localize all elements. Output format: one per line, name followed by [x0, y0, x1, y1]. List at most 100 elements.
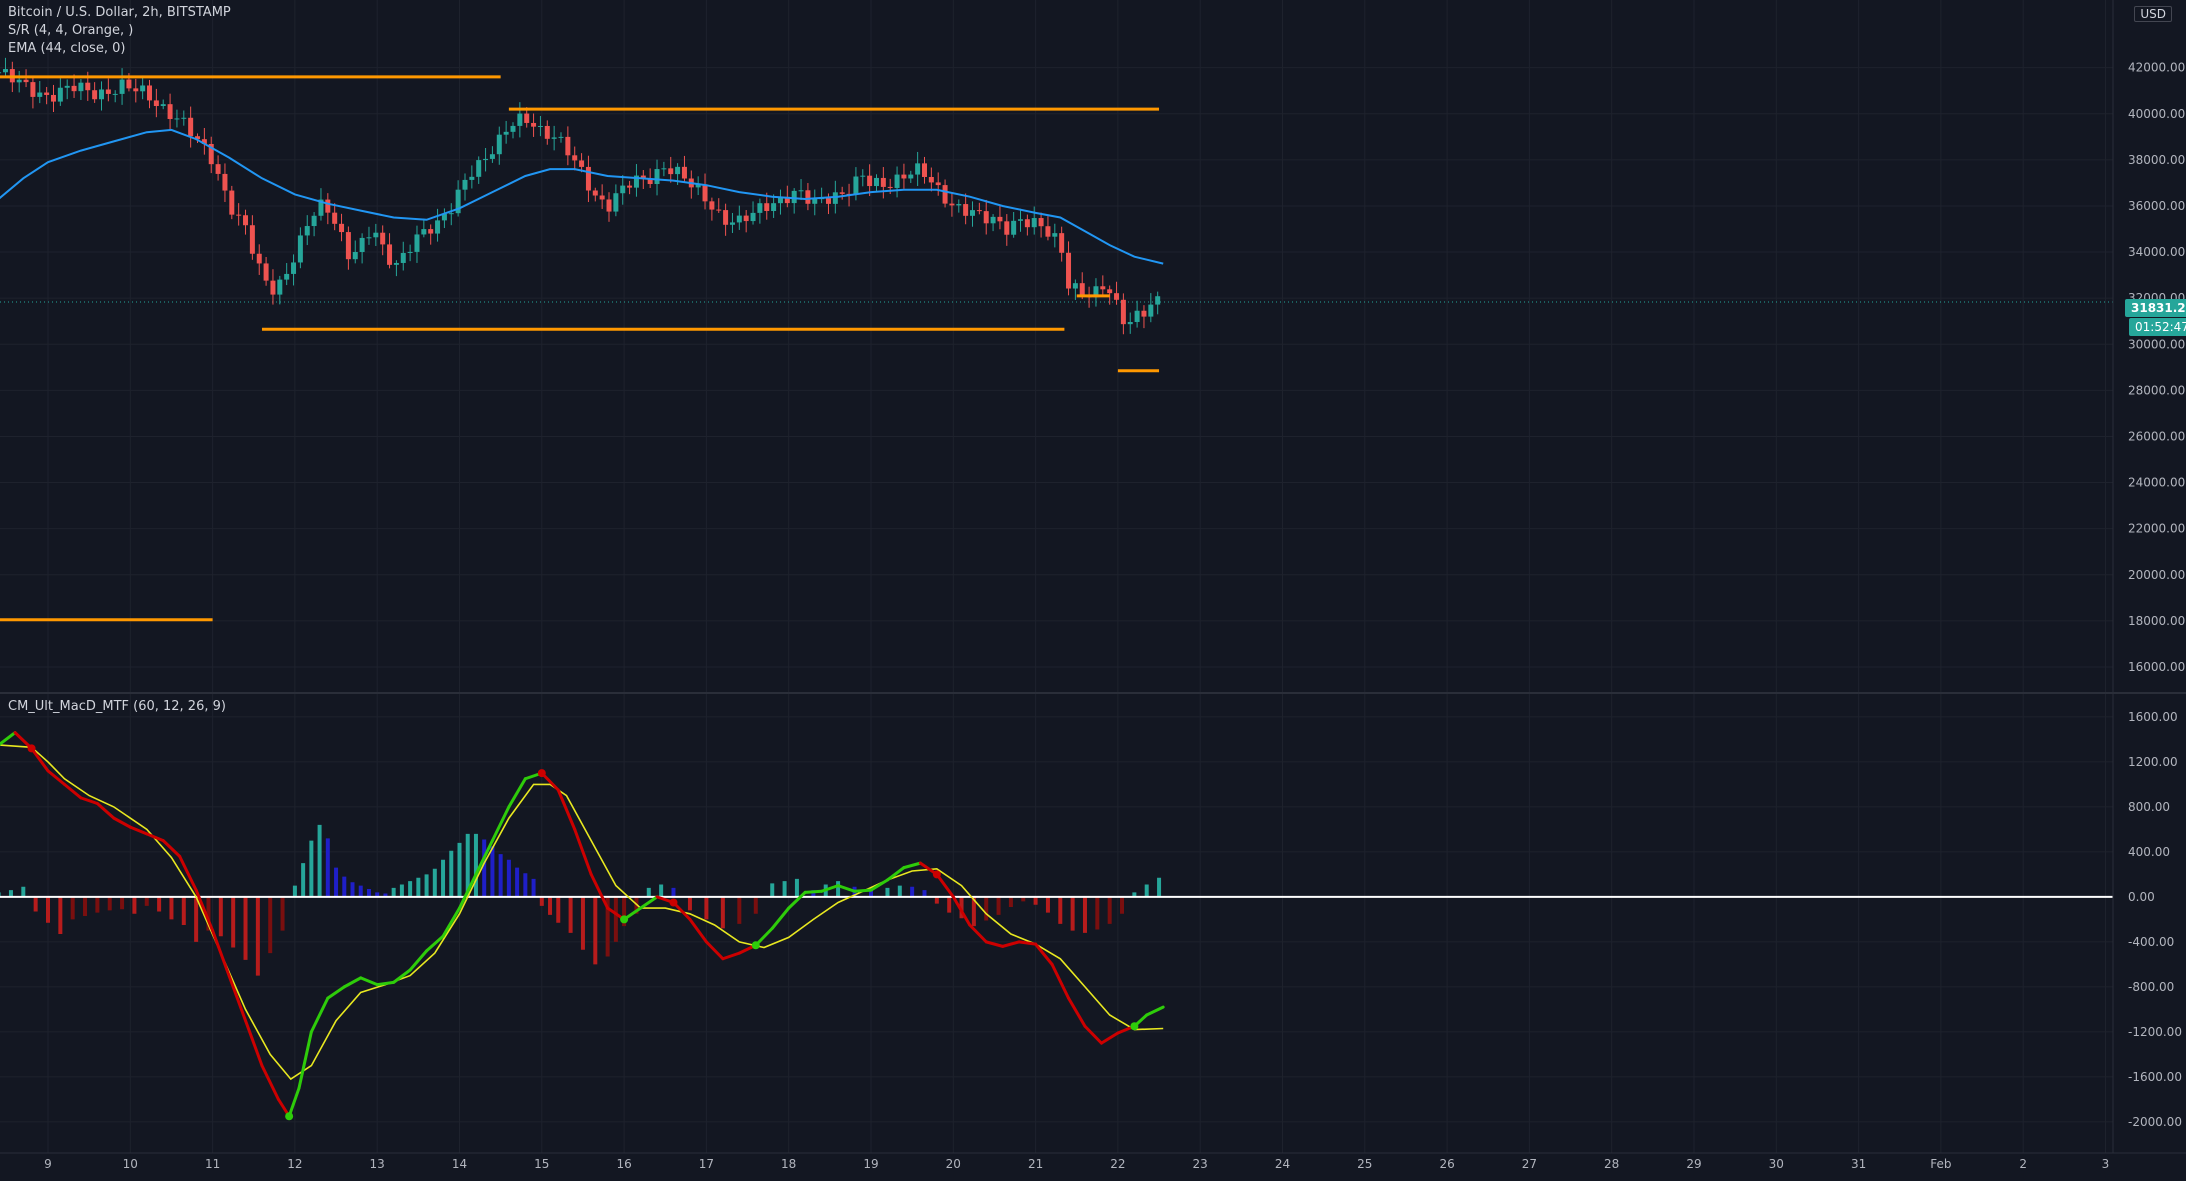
histogram-bar — [1021, 896, 1026, 902]
candle-body — [448, 213, 454, 215]
histogram-bar — [157, 896, 162, 912]
sr-indicator-label[interactable]: S/R (4, 4, Orange, ) — [8, 23, 134, 38]
macd-line-segment — [441, 906, 461, 938]
candle-body — [414, 234, 420, 252]
histogram-bar — [169, 896, 174, 920]
histogram-bar — [482, 839, 487, 897]
candle-body — [963, 204, 969, 216]
macd-pane — [0, 731, 2113, 1121]
legend-macd: CM_Ult_MacD_MTF (60, 12, 26, 9) — [8, 698, 226, 716]
candle-body — [208, 143, 214, 165]
x-tick-label: 18 — [781, 1157, 796, 1171]
cross-marker — [620, 915, 629, 924]
macd-line-segment — [704, 940, 725, 961]
currency-label[interactable]: USD — [2134, 6, 2172, 22]
histogram-bar — [280, 896, 285, 931]
histogram-bar — [770, 883, 775, 897]
candle-body — [1127, 321, 1133, 325]
price-tick-label: 26000.00 — [2128, 429, 2185, 443]
macd-line-segment — [869, 878, 889, 892]
candle-body — [1072, 283, 1078, 289]
candle-body — [1134, 310, 1140, 322]
candle-body — [263, 263, 269, 281]
histogram-bar — [58, 896, 63, 934]
candle-body — [983, 211, 989, 224]
x-tick-label: 14 — [452, 1157, 467, 1171]
legend-main: Bitcoin / U.S. Dollar, 2h, BITSTAMP S/R … — [8, 4, 231, 58]
histogram-bar — [8, 890, 13, 897]
candle-body — [1079, 283, 1085, 295]
candle-body — [0, 72, 2, 74]
macd-indicator-label[interactable]: CM_Ult_MacD_MTF (60, 12, 26, 9) — [8, 699, 226, 714]
x-tick-label: 9 — [44, 1157, 52, 1171]
macd-line-segment — [145, 832, 165, 843]
macd-line-segment — [79, 796, 99, 805]
candle-body — [291, 262, 297, 274]
histogram-bar — [1157, 877, 1162, 897]
candle-body — [771, 203, 777, 212]
candle-body — [1024, 219, 1030, 228]
histogram-bar — [869, 890, 873, 897]
candle-body — [236, 214, 242, 216]
histogram-bar — [836, 881, 841, 897]
price-tick-label: 22000.00 — [2128, 522, 2185, 536]
candle-body — [98, 89, 104, 100]
candle-body — [140, 85, 146, 92]
histogram-bar — [206, 896, 211, 931]
macd-line-segment — [309, 996, 330, 1034]
candle-body — [373, 232, 379, 238]
candle-body — [435, 220, 441, 234]
x-tick-label: 17 — [699, 1157, 714, 1171]
x-tick-label: 10 — [123, 1157, 138, 1171]
histogram-bar — [432, 868, 437, 897]
price-tick-label: 16000.00 — [2128, 660, 2185, 674]
candle-body — [387, 244, 393, 265]
macd-line-segment — [820, 884, 840, 893]
histogram-bar — [457, 842, 462, 897]
macd-line-segment — [556, 788, 577, 831]
histogram-bar — [144, 896, 149, 906]
candle-body — [119, 79, 125, 94]
candle-body — [908, 174, 914, 179]
histogram-bar — [358, 885, 363, 897]
macd-line-segment — [721, 951, 741, 961]
histogram-bar — [350, 882, 355, 897]
macd-line-segment — [639, 895, 659, 910]
price-tick-label: 30000.00 — [2128, 337, 2185, 351]
macd-line-segment — [458, 872, 478, 910]
macd-tick-label: -400.00 — [2128, 935, 2174, 949]
candle-body — [681, 166, 687, 179]
histogram-bar — [255, 896, 260, 976]
macd-line-segment — [770, 906, 791, 930]
candle-body — [544, 125, 550, 139]
macd-line-segment — [507, 777, 527, 809]
macd-line-segment — [178, 854, 198, 892]
candle-body — [606, 199, 612, 212]
candle-body — [1100, 286, 1106, 290]
ema-indicator-label[interactable]: EMA (44, close, 0) — [8, 41, 126, 56]
macd-line-segment — [1001, 940, 1021, 948]
histogram-bar — [366, 889, 371, 897]
histogram-bar — [375, 892, 380, 897]
histogram-bar — [531, 878, 536, 897]
candle-body — [332, 212, 338, 224]
candle-body — [311, 215, 317, 227]
candle-body — [695, 184, 701, 188]
histogram-bar — [317, 824, 322, 897]
candle-body — [791, 190, 797, 204]
histogram-bar — [885, 887, 890, 897]
candle-body — [887, 186, 893, 188]
candle-body — [181, 117, 187, 119]
candle-body — [894, 174, 900, 188]
price-tick-label: 34000.00 — [2128, 245, 2185, 259]
candle-body — [339, 223, 345, 233]
histogram-bar — [671, 887, 676, 897]
x-tick-label: 12 — [287, 1157, 302, 1171]
macd-line-segment — [573, 827, 593, 876]
candle-body — [469, 176, 475, 180]
macd-line-segment — [211, 929, 231, 978]
candle-body — [565, 136, 571, 156]
candle-body — [942, 185, 948, 204]
symbol-title[interactable]: Bitcoin / U.S. Dollar, 2h, BITSTAMP — [8, 5, 231, 20]
